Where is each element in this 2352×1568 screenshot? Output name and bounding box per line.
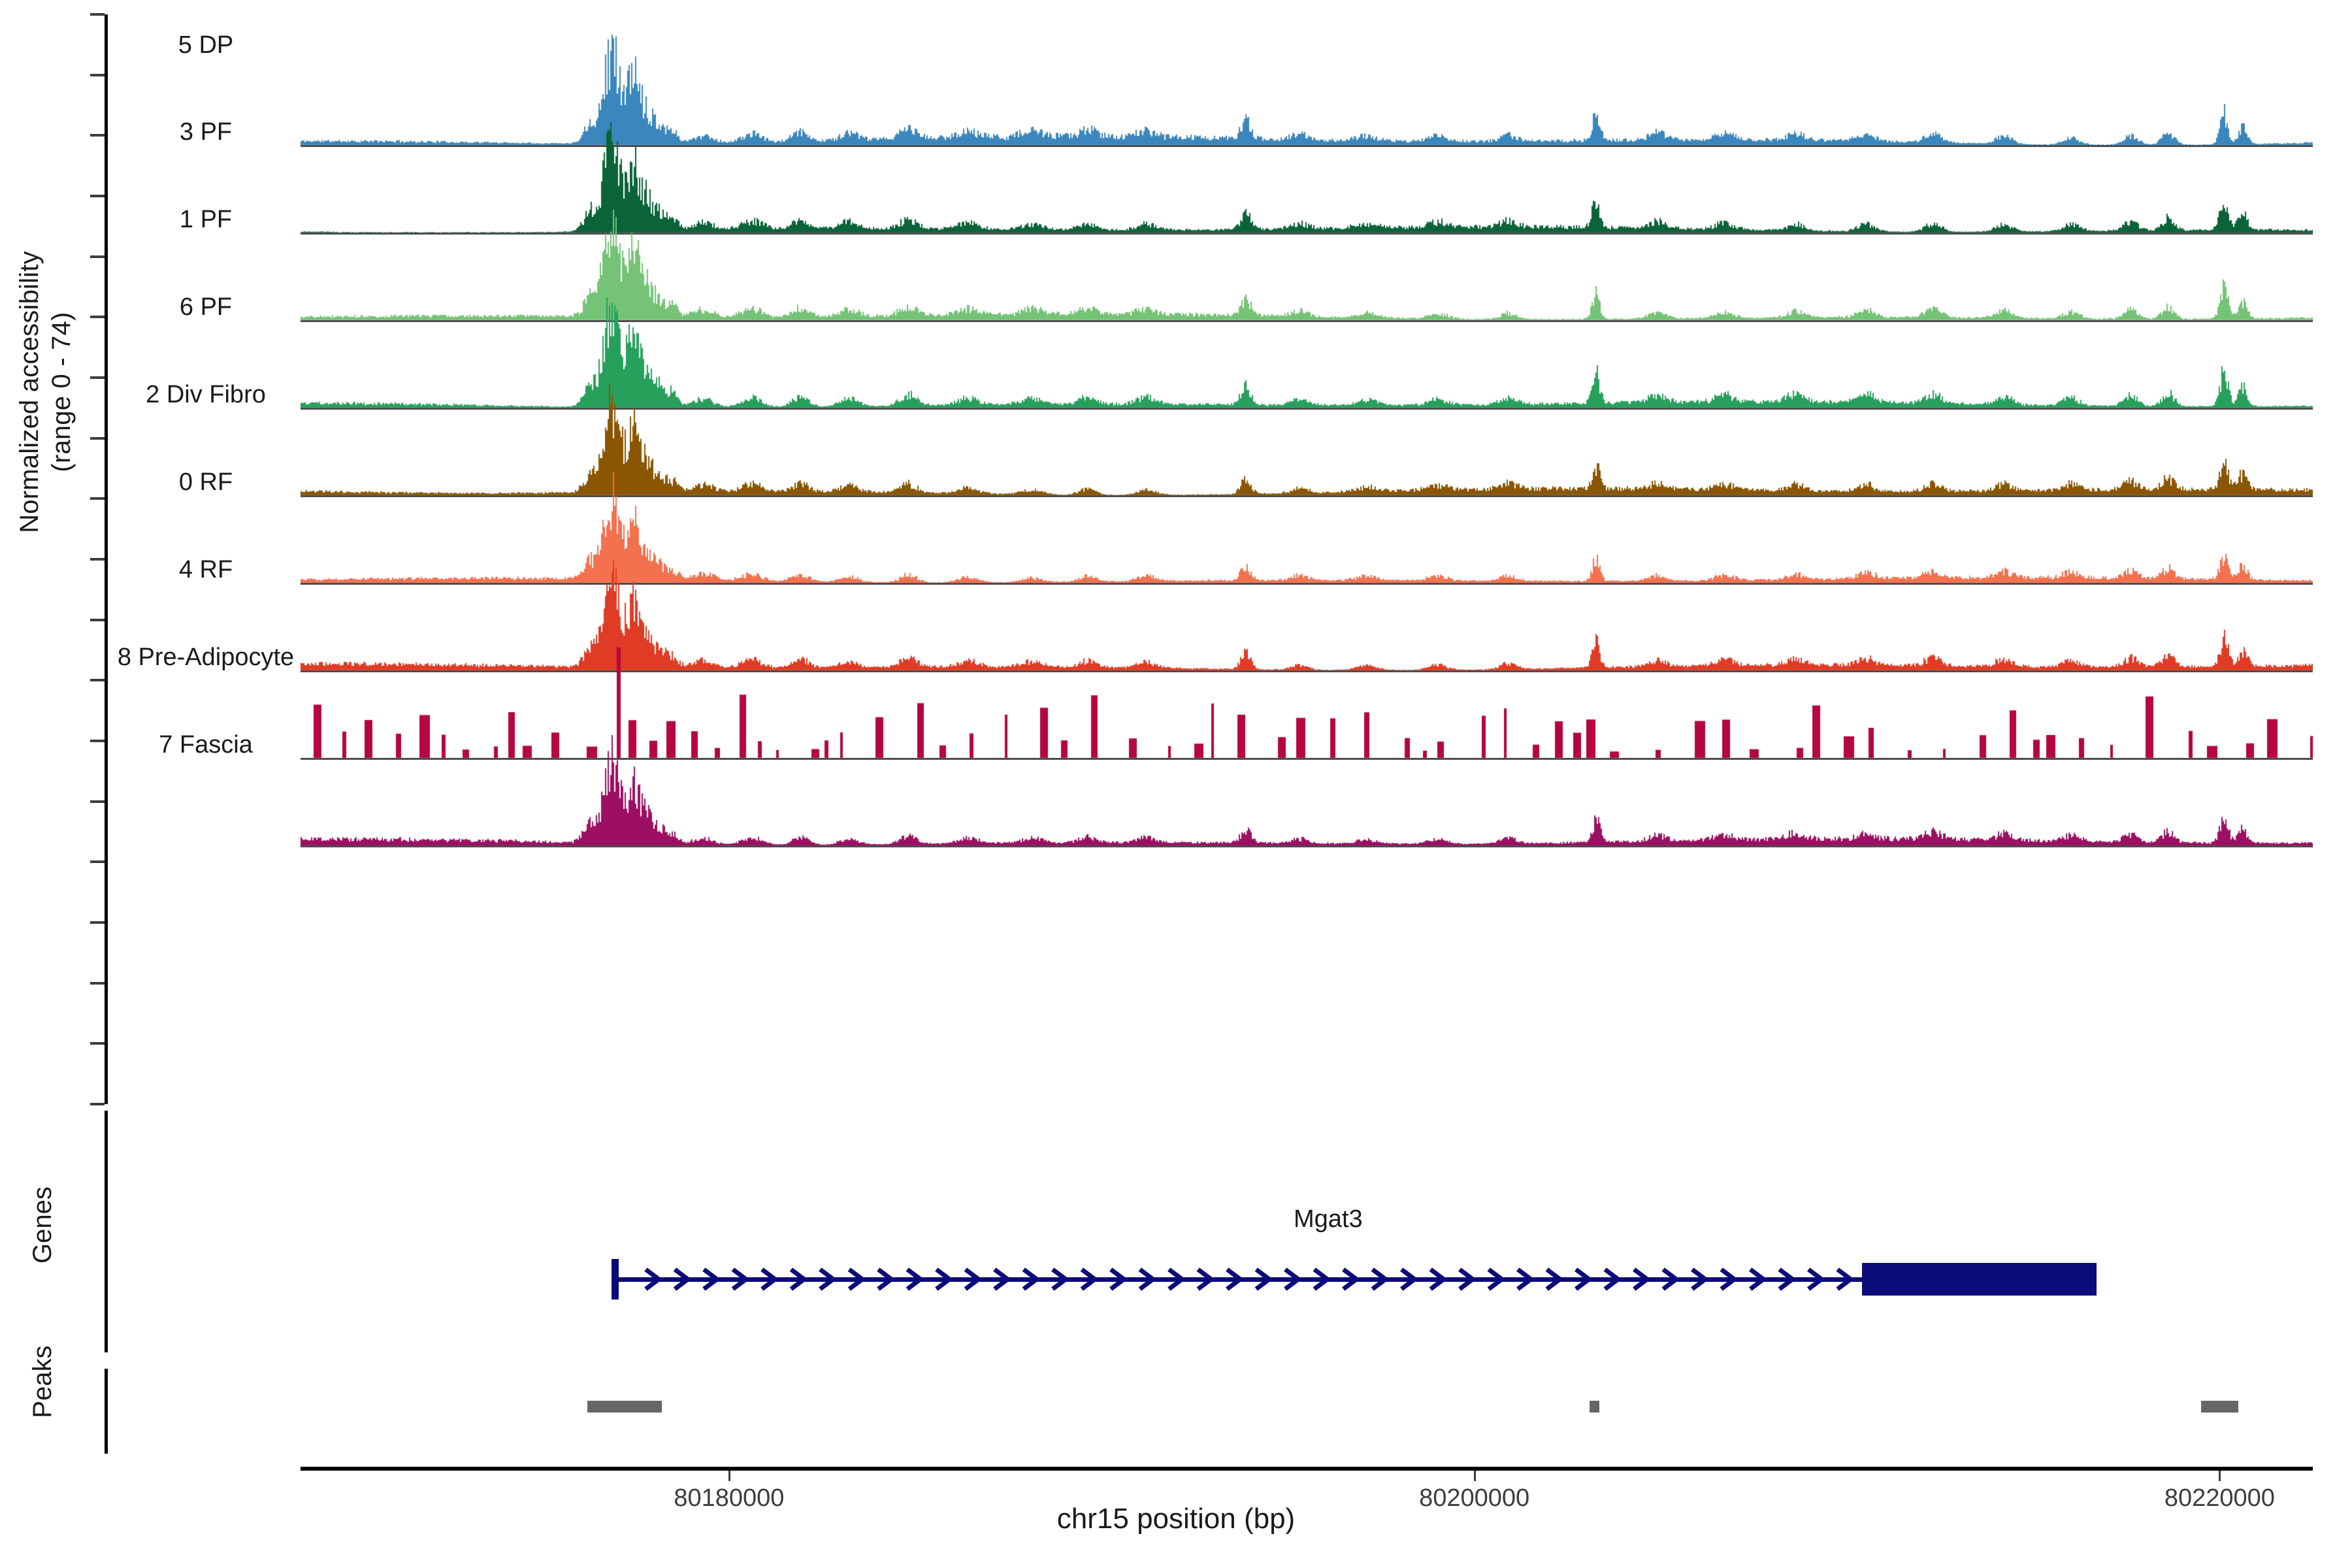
track-label-0-rf: 0 RF bbox=[178, 468, 233, 496]
x-axis-tick bbox=[728, 1471, 730, 1481]
y-axis-tick bbox=[90, 73, 105, 76]
gene-strand-arrow bbox=[1487, 1267, 1506, 1291]
gene-strand-arrow bbox=[1516, 1267, 1535, 1291]
gene-strand-arrow bbox=[1429, 1267, 1448, 1291]
track-label-6-pf: 6 PF bbox=[179, 293, 233, 321]
gene-strand-arrow bbox=[1196, 1267, 1215, 1291]
gene-strand-arrow bbox=[1720, 1267, 1739, 1291]
track-label-2-div-fibro: 2 Div Fibro bbox=[146, 381, 266, 408]
gene-strand-arrow bbox=[1633, 1267, 1651, 1291]
y-axis-tick bbox=[90, 497, 105, 500]
track-label-3-pf: 3 PF bbox=[179, 118, 233, 146]
y-axis-tick bbox=[90, 134, 105, 137]
gene-strand-arrow bbox=[1051, 1267, 1070, 1291]
track-label-8-pre-adipocyte: 8 Pre-Adipocyte bbox=[117, 644, 295, 671]
gene-tss-marker bbox=[612, 1259, 619, 1299]
peak-region[interactable] bbox=[2200, 1401, 2238, 1413]
gene-strand-arrow bbox=[1342, 1267, 1361, 1291]
gene-strand-arrow bbox=[993, 1267, 1012, 1291]
genes-axis-label: Genes bbox=[23, 1140, 62, 1310]
gene-exon-block[interactable] bbox=[1861, 1263, 2097, 1296]
gene-strand-arrow bbox=[1080, 1267, 1099, 1291]
gene-strand-arrow bbox=[1545, 1267, 1564, 1291]
gene-name-label: Mgat3 bbox=[1294, 1205, 1363, 1233]
x-axis-tick-label: 80180000 bbox=[674, 1484, 785, 1512]
x-axis-line bbox=[301, 1467, 2313, 1471]
y-axis-tick bbox=[90, 195, 105, 197]
track-label-5-dp: 5 DP bbox=[178, 31, 234, 59]
peaks-panel-spine bbox=[105, 1369, 108, 1454]
y-axis-tick bbox=[90, 13, 105, 16]
y-axis-label-line1: Normalized accessibility bbox=[15, 251, 44, 533]
y-axis-tick bbox=[90, 436, 105, 440]
peaks-axis-label-text: Peaks bbox=[27, 1345, 57, 1418]
coverage-profile-7-fascia bbox=[301, 730, 2313, 847]
gene-strand-arrows bbox=[644, 1267, 1855, 1291]
gene-strand-arrow bbox=[760, 1267, 779, 1291]
gene-strand-arrow bbox=[1575, 1267, 1593, 1291]
track-label-1-pf: 1 PF bbox=[179, 206, 233, 233]
gene-strand-arrow bbox=[1661, 1267, 1680, 1291]
gene-strand-arrow bbox=[1109, 1267, 1128, 1291]
gene-strand-arrow bbox=[789, 1267, 808, 1291]
y-axis-tick bbox=[90, 800, 105, 803]
y-axis-tick bbox=[90, 618, 105, 621]
y-axis-tick bbox=[90, 740, 105, 742]
peak-region[interactable] bbox=[1590, 1401, 1599, 1413]
gene-strand-arrow bbox=[1778, 1267, 1797, 1291]
gene-strand-arrow bbox=[1313, 1267, 1331, 1291]
x-axis-tick-label: 80220000 bbox=[2164, 1484, 2275, 1512]
gene-strand-arrow bbox=[819, 1267, 838, 1291]
y-axis-tick bbox=[90, 255, 105, 258]
gene-strand-arrow bbox=[702, 1267, 721, 1291]
gene-strand-arrow bbox=[935, 1267, 954, 1291]
x-axis-tick bbox=[2219, 1471, 2221, 1481]
gene-strand-arrow bbox=[1254, 1267, 1273, 1291]
gene-strand-arrow bbox=[731, 1267, 750, 1291]
y-axis-tick bbox=[90, 1103, 105, 1105]
gene-strand-arrow bbox=[1371, 1267, 1390, 1291]
gene-strand-arrow bbox=[1807, 1267, 1825, 1291]
gene-strand-arrow bbox=[673, 1267, 692, 1291]
y-axis-tick bbox=[90, 679, 105, 682]
gene-strand-arrow bbox=[644, 1267, 663, 1291]
gene-strand-arrow bbox=[1400, 1267, 1419, 1291]
y-axis-tick bbox=[90, 1042, 105, 1045]
gene-strand-arrow bbox=[1603, 1267, 1622, 1291]
gene-strand-arrow bbox=[1691, 1267, 1709, 1291]
genes-axis-label-text: Genes bbox=[27, 1186, 57, 1264]
gene-strand-arrow bbox=[1458, 1267, 1477, 1291]
gene-strand-arrow bbox=[1836, 1267, 1855, 1291]
gene-strand-arrow bbox=[1168, 1267, 1186, 1291]
peak-region[interactable] bbox=[587, 1401, 662, 1413]
gene-strand-arrow bbox=[964, 1267, 983, 1291]
peaks-axis-label: Peaks bbox=[23, 1300, 62, 1463]
x-axis-tick-label: 80200000 bbox=[1419, 1484, 1530, 1512]
x-axis-title: chr15 position (bp) bbox=[1056, 1503, 1296, 1535]
y-axis-tick bbox=[90, 558, 105, 561]
x-axis-tick bbox=[1473, 1471, 1476, 1481]
gene-strand-arrow bbox=[1226, 1267, 1245, 1291]
gene-strand-arrow bbox=[1138, 1267, 1157, 1291]
gene-strand-arrow bbox=[1749, 1267, 1767, 1291]
y-axis-label: Normalized accessibility (range 0 - 74) bbox=[7, 163, 85, 621]
y-axis-label-line2: (range 0 - 74) bbox=[47, 312, 76, 472]
y-axis-tick bbox=[90, 981, 105, 985]
y-axis-tick bbox=[90, 376, 105, 379]
coverage-y-axis-spine bbox=[105, 14, 108, 1104]
gene-strand-arrow bbox=[847, 1267, 866, 1291]
track-baseline bbox=[301, 845, 2313, 847]
gene-strand-arrow bbox=[877, 1267, 896, 1291]
track-label-4-rf: 4 RF bbox=[178, 556, 233, 583]
gene-strand-arrow bbox=[1284, 1267, 1303, 1291]
y-axis-tick bbox=[90, 860, 105, 864]
y-axis-tick bbox=[90, 316, 105, 319]
gene-strand-arrow bbox=[906, 1267, 924, 1291]
y-axis-tick bbox=[90, 921, 105, 924]
gene-strand-arrow bbox=[1022, 1267, 1041, 1291]
track-label-7-fascia: 7 Fascia bbox=[159, 731, 253, 759]
genes-panel-spine bbox=[105, 1111, 108, 1352]
